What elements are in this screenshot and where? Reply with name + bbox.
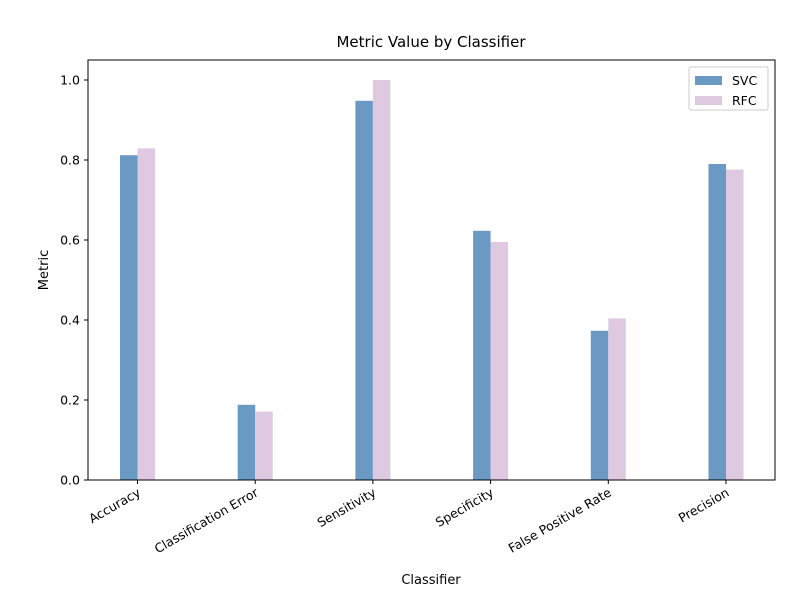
legend-swatch-svc [695, 76, 722, 85]
legend: SVC RFC [688, 66, 769, 111]
y-tick-label: 0.0 [60, 473, 80, 488]
bar-rfc-3 [490, 242, 509, 480]
y-tick-label: 0.8 [60, 153, 80, 168]
x-tick-label: Sensitivity [315, 484, 379, 530]
bar-rfc-1 [255, 411, 273, 480]
y-tick-label: 1.0 [60, 73, 80, 88]
bar-rfc-0 [137, 148, 155, 480]
x-tick-label: Specificity [433, 484, 497, 530]
legend-swatch-rfc [695, 96, 722, 105]
bar-rfc-5 [726, 169, 744, 480]
chart-title: Metric Value by Classifier [336, 33, 526, 51]
bar-svc-1 [237, 404, 256, 480]
bars-layer [120, 80, 744, 481]
y-tick-label: 0.2 [60, 393, 80, 408]
plot-frame [87, 59, 776, 481]
x-tick-label: Accuracy [86, 484, 143, 526]
y-axis-label: Metric [37, 250, 52, 290]
bar-svc-0 [120, 155, 138, 480]
bar-rfc-4 [608, 318, 626, 480]
y-tick-label: 0.6 [60, 233, 80, 248]
bar-svc-2 [355, 100, 373, 481]
bar-rfc-2 [372, 80, 391, 480]
x-tick-label: False Positive Rate [506, 484, 614, 555]
x-tick-label: Classification Error [152, 484, 262, 556]
legend-label-rfc: RFC [732, 93, 757, 108]
bar-svc-4 [590, 330, 609, 480]
legend-label-svc: SVC [732, 73, 757, 88]
x-tick-label: Precision [676, 485, 732, 526]
bar-svc-3 [473, 230, 491, 480]
y-tick-label: 0.4 [60, 313, 80, 328]
x-axis-label: Classifier [401, 573, 461, 588]
bar-svc-5 [708, 164, 726, 480]
axes-layer: Accuracy Classification Error Sensitivity S… [60, 73, 731, 557]
